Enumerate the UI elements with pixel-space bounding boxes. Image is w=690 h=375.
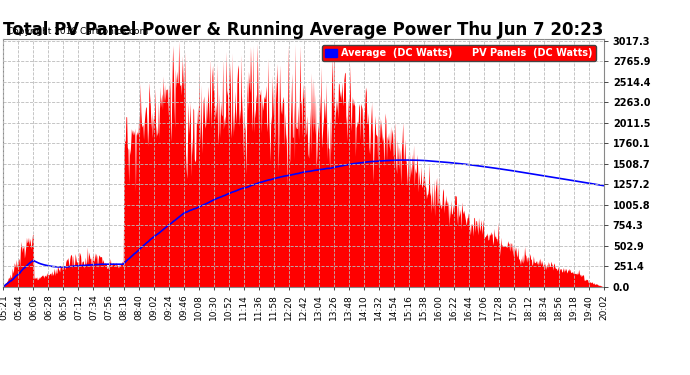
Title: Total PV Panel Power & Running Average Power Thu Jun 7 20:23: Total PV Panel Power & Running Average P… bbox=[3, 21, 604, 39]
Text: Copyright 2018 Cartronics.com: Copyright 2018 Cartronics.com bbox=[7, 27, 148, 36]
Legend: Average  (DC Watts), PV Panels  (DC Watts): Average (DC Watts), PV Panels (DC Watts) bbox=[322, 45, 596, 61]
